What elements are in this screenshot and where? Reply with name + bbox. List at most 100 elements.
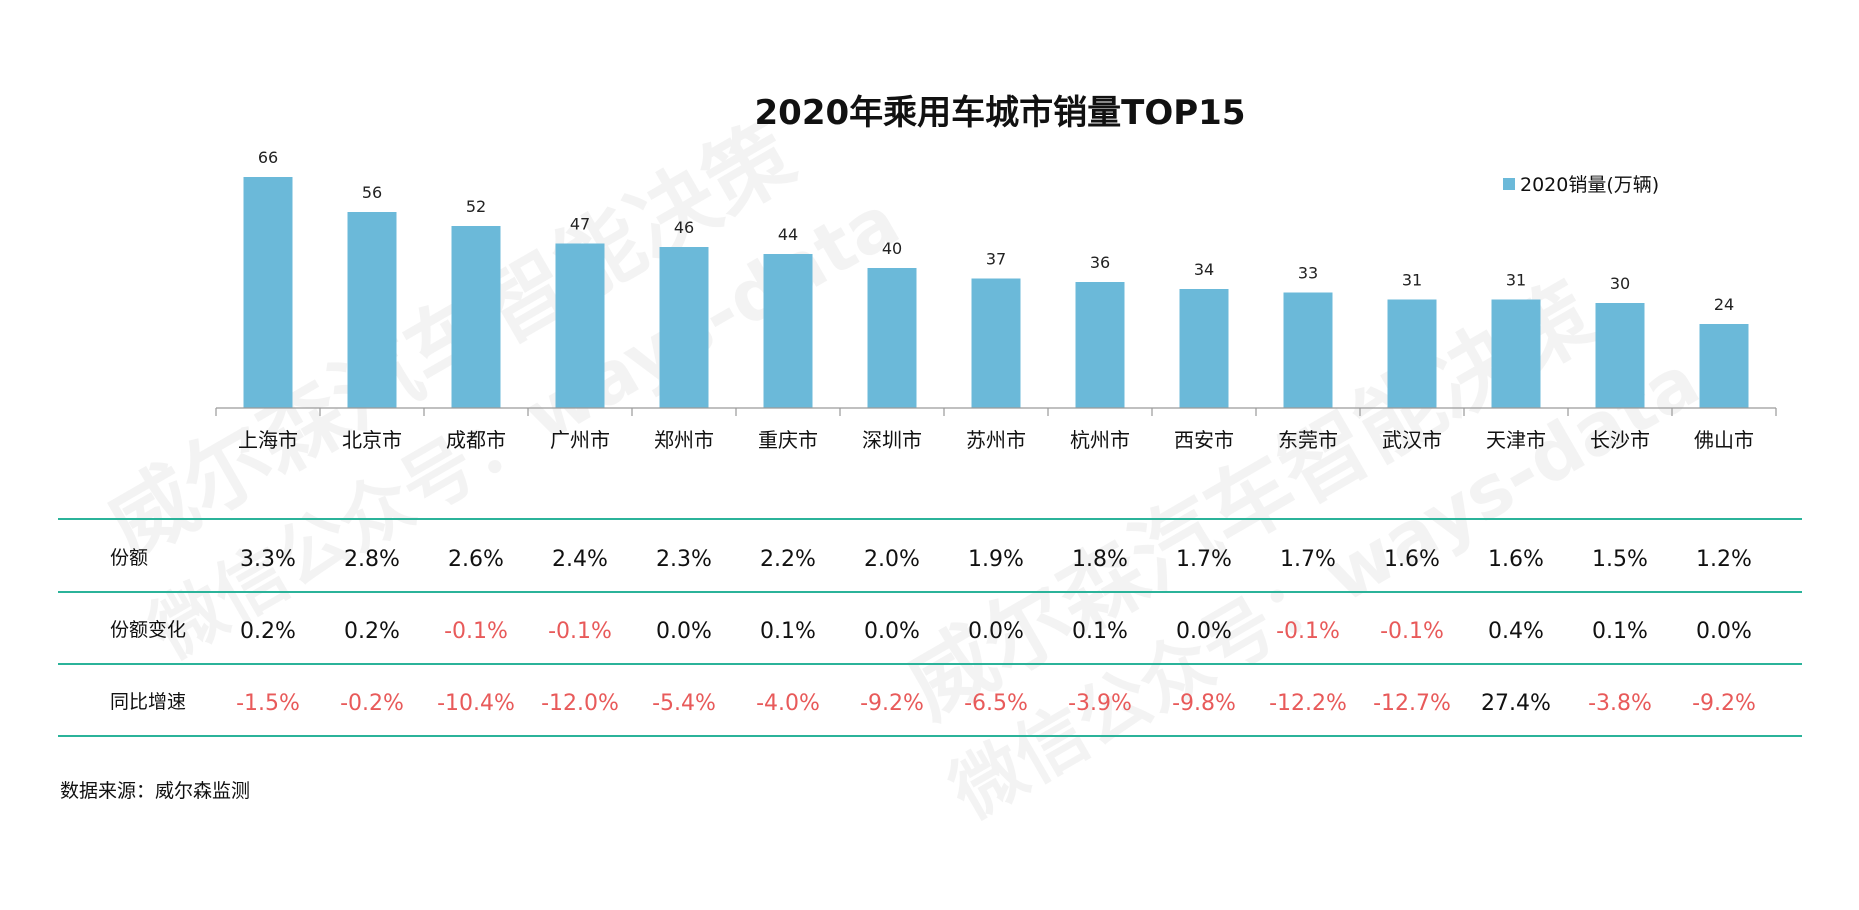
table-cell: -12.7%	[1373, 691, 1451, 716]
bar-value-labels: 66 56 52 47 46 44 40 37 36 34 33 31 31 30 24	[258, 148, 1734, 314]
bar	[1387, 299, 1437, 408]
bars	[243, 177, 1749, 408]
x-tick-label: 成都市	[446, 428, 506, 452]
bar-value-label: 24	[1714, 295, 1734, 314]
table-cell: 2.0%	[864, 547, 920, 572]
table-cell: -3.8%	[1588, 691, 1652, 716]
table-cell: 1.6%	[1488, 547, 1544, 572]
bar	[1075, 282, 1125, 408]
legend-swatch	[1503, 178, 1515, 190]
table-cell: 1.6%	[1384, 547, 1440, 572]
table-cell: 2.6%	[448, 547, 504, 572]
x-tick-label: 广州市	[550, 428, 610, 452]
table-cell: 2.4%	[552, 547, 608, 572]
table-cell: 1.7%	[1280, 547, 1336, 572]
table-cell: 0.0%	[968, 619, 1024, 644]
chart-title: 2020年乘用车城市销量TOP15	[755, 93, 1246, 133]
x-tick-label: 佛山市	[1694, 428, 1754, 452]
bar	[347, 212, 397, 408]
table-cell: -5.4%	[652, 691, 716, 716]
bar-value-label: 31	[1506, 271, 1526, 290]
watermark: 威尔森汽车智能决策 微信公众号：ways-data 威尔森汽车智能决策 微信公众…	[91, 105, 1713, 836]
bar	[451, 226, 501, 408]
bar	[867, 268, 917, 408]
table-row-label: 份额变化	[110, 619, 186, 641]
legend-label: 2020销量(万辆)	[1520, 174, 1659, 196]
table-cell: 3.3%	[240, 547, 296, 572]
x-tick-label: 重庆市	[758, 428, 818, 452]
x-tick-label: 深圳市	[862, 428, 922, 452]
table-cell: 2.8%	[344, 547, 400, 572]
table-cell: -9.8%	[1172, 691, 1236, 716]
bar-value-label: 40	[882, 239, 902, 258]
bar	[971, 278, 1021, 408]
bar	[1595, 303, 1645, 408]
bar-value-label: 47	[570, 215, 590, 234]
table-cell: 0.1%	[1072, 619, 1128, 644]
bar	[1491, 299, 1541, 408]
table-cell: 1.9%	[968, 547, 1024, 572]
bar	[243, 177, 293, 408]
table-cell: 2.3%	[656, 547, 712, 572]
table-cell: 0.4%	[1488, 619, 1544, 644]
data-table: 份额 3.3% 2.8% 2.6% 2.4% 2.3% 2.2% 2.0% 1.9% 1.8% 1.…	[58, 518, 1802, 737]
bar	[659, 247, 709, 408]
table-cell: 0.0%	[864, 619, 920, 644]
table-cell: -0.1%	[444, 619, 508, 644]
table-cell: -0.1%	[1380, 619, 1444, 644]
table-cell: -12.2%	[1269, 691, 1347, 716]
x-tick-label: 北京市	[342, 428, 402, 452]
x-tick-label: 郑州市	[654, 428, 714, 452]
table-row-label: 同比增速	[110, 691, 186, 713]
table-cell: 0.0%	[1696, 619, 1752, 644]
table-cell: 1.2%	[1696, 547, 1752, 572]
table-cell: 1.5%	[1592, 547, 1648, 572]
x-tick-label: 天津市	[1486, 428, 1546, 452]
table-cell: 0.1%	[760, 619, 816, 644]
bar	[1283, 292, 1333, 408]
bar	[555, 243, 605, 408]
source-note: 数据来源：威尔森监测	[60, 780, 251, 802]
x-tick-label: 苏州市	[966, 428, 1026, 452]
table-cell: 0.1%	[1592, 619, 1648, 644]
bar-value-label: 33	[1298, 264, 1318, 283]
table-cell: -4.0%	[756, 691, 820, 716]
x-tick-label: 东莞市	[1278, 428, 1338, 452]
bar-value-label: 52	[466, 197, 486, 216]
table-cell: 0.0%	[1176, 619, 1232, 644]
table-cell: -0.2%	[340, 691, 404, 716]
bar-value-label: 37	[986, 250, 1006, 269]
table-cell: -12.0%	[541, 691, 619, 716]
table-cell: -9.2%	[1692, 691, 1756, 716]
table-cell: -10.4%	[437, 691, 515, 716]
table-cell: 1.8%	[1072, 547, 1128, 572]
table-cell: -3.9%	[1068, 691, 1132, 716]
table-cell: 0.0%	[656, 619, 712, 644]
table-cell: 0.2%	[344, 619, 400, 644]
table-cell: -1.5%	[236, 691, 300, 716]
table-cell: 1.7%	[1176, 547, 1232, 572]
bar-value-label: 34	[1194, 260, 1214, 279]
table-cell: -6.5%	[964, 691, 1028, 716]
x-tick-label: 西安市	[1174, 428, 1234, 452]
table-cell: -0.1%	[1276, 619, 1340, 644]
bar-value-label: 30	[1610, 274, 1630, 293]
bar-value-label: 36	[1090, 253, 1110, 272]
bar-value-label: 56	[362, 183, 382, 202]
bar-value-label: 46	[674, 218, 694, 237]
table-cell: 27.4%	[1481, 691, 1551, 716]
table-row-label: 份额	[110, 547, 148, 569]
x-axis	[215, 407, 1777, 416]
x-tick-label: 武汉市	[1382, 428, 1442, 452]
x-tick-label: 上海市	[238, 428, 298, 452]
x-tick-label: 长沙市	[1590, 428, 1650, 452]
table-cell: 2.2%	[760, 547, 816, 572]
table-cell: -9.2%	[860, 691, 924, 716]
legend: 2020销量(万辆)	[1503, 174, 1659, 196]
table-cell: -0.1%	[548, 619, 612, 644]
bar	[1179, 289, 1229, 408]
bar-value-label: 44	[778, 225, 798, 244]
x-tick-label: 杭州市	[1070, 428, 1130, 452]
table-cell: 0.2%	[240, 619, 296, 644]
bar	[1699, 324, 1749, 408]
